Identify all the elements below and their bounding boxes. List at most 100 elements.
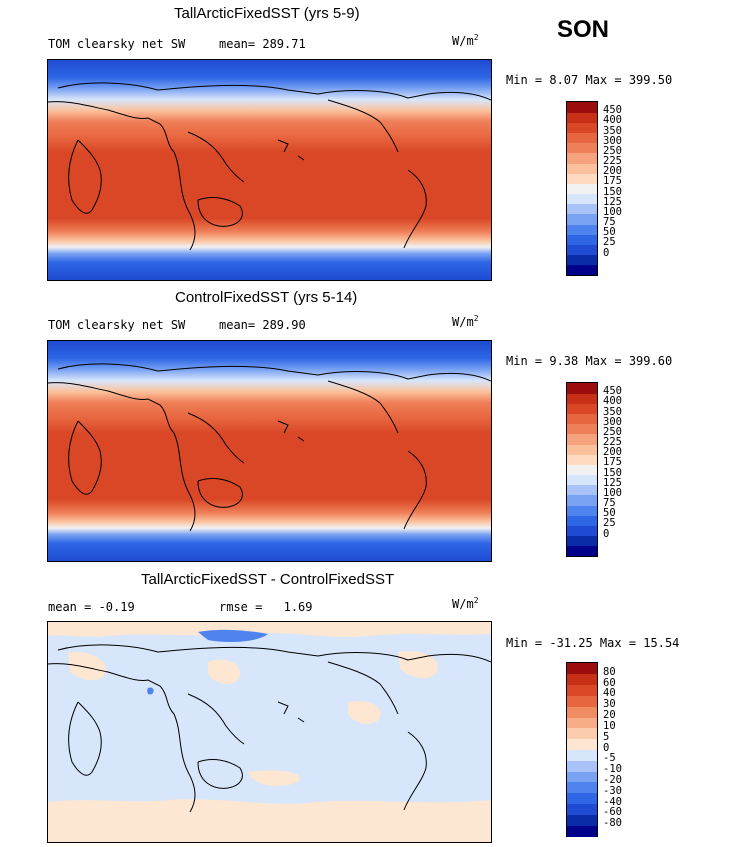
season-label: SON xyxy=(557,16,610,43)
panel-2-stat-value: 289.90 xyxy=(262,318,306,332)
colorbar-tick-label: 200 xyxy=(603,446,622,459)
colorbar-segment xyxy=(567,433,597,445)
colorbar-segment xyxy=(567,413,597,425)
colorbar-tick-label: 50 xyxy=(603,226,616,239)
colorbar-segment xyxy=(567,423,597,435)
colorbar-tick-label: 125 xyxy=(603,195,622,208)
colorbar-segment xyxy=(567,102,597,113)
colorbar-segment xyxy=(567,760,597,772)
colorbar-segment xyxy=(567,484,597,496)
colorbar-tick-label: 450 xyxy=(603,385,622,398)
panel-3-stat: rmse = 1.69 xyxy=(219,600,313,614)
colorbar-tick-label: 450 xyxy=(603,104,622,117)
colorbar-segment xyxy=(567,525,597,537)
colorbar-tick-label: -10 xyxy=(603,763,622,776)
colorbar-tick-label: -80 xyxy=(603,817,622,830)
panel-1-variable-label: TOM clearsky net SW xyxy=(48,37,186,51)
colorbar-segment xyxy=(567,781,597,794)
panel-3-colorbar-ticks: 80 60 40 30 20 10 5 0 -5 -10 -20 -30 -40 -60 -80 xyxy=(603,662,663,835)
panel-2-units: W/m2 xyxy=(452,314,479,329)
colorbar-segment xyxy=(567,695,597,707)
panel-2-coastlines xyxy=(48,363,491,532)
colorbar-segment xyxy=(567,122,597,134)
colorbar-tick-label: 80 xyxy=(603,665,616,678)
panel-3-mean-label: mean = -0.19 xyxy=(48,600,135,614)
colorbar-tick-label: 350 xyxy=(603,124,622,137)
colorbar-segment xyxy=(567,444,597,455)
panel-3-stat-value: 1.69 xyxy=(283,600,313,614)
colorbar-segment xyxy=(567,771,597,783)
colorbar-tick-label: 0 xyxy=(603,527,610,540)
panel-3-coastlines xyxy=(48,644,491,813)
colorbar-segment xyxy=(567,474,597,486)
colorbar-tick-label: 75 xyxy=(603,216,616,229)
colorbar-tick-label: 400 xyxy=(603,395,622,408)
colorbar-segment xyxy=(567,264,597,276)
colorbar-tick-label: -30 xyxy=(603,784,622,797)
colorbar-segment xyxy=(567,738,597,750)
colorbar-tick-label: 125 xyxy=(603,476,622,489)
panel-2-map-plot xyxy=(48,341,491,561)
panel-2-title: ControlFixedSST (yrs 5-14) xyxy=(175,289,358,306)
panel-2-colorbar xyxy=(566,382,598,557)
colorbar-segment xyxy=(567,505,597,516)
colorbar-tick-label: 25 xyxy=(603,236,616,249)
colorbar-segment xyxy=(567,684,597,696)
colorbar-tick-label: 30 xyxy=(603,698,616,711)
panel-1-stat-value: 289.71 xyxy=(262,37,306,51)
panel-3-stat-label: rmse = xyxy=(219,600,263,614)
colorbar-tick-label: 250 xyxy=(603,144,622,157)
colorbar-tick-label: 175 xyxy=(603,175,622,188)
panel-1-colorbar-ticks: 450 400 350 300 250 225 200 175 150 125 100 75 50 25 0 xyxy=(603,101,663,274)
colorbar-segment xyxy=(567,494,597,506)
panel-2-colorbar-ticks: 450 400 350 300 250 225 200 175 150 125 100 75 50 25 0 xyxy=(603,382,663,555)
colorbar-tick-label: 5 xyxy=(603,730,610,743)
panel-3-map xyxy=(47,621,492,843)
panel-2-map xyxy=(47,340,492,562)
panel-1-stat-label: mean= xyxy=(219,37,256,51)
colorbar-tick-label: 225 xyxy=(603,436,622,449)
colorbar-segment xyxy=(567,825,597,837)
colorbar-segment xyxy=(567,112,597,123)
panel-2-stat-label: mean= xyxy=(219,318,256,332)
panel-3-colorbar xyxy=(566,662,598,837)
colorbar-tick-label: 400 xyxy=(603,114,622,127)
colorbar-tick-label: 100 xyxy=(603,486,622,499)
panel-1-colorbar xyxy=(566,101,598,276)
colorbar-segment xyxy=(567,717,597,729)
colorbar-segment xyxy=(567,203,597,215)
colorbar-tick-label: 40 xyxy=(603,687,616,700)
colorbar-tick-label: 100 xyxy=(603,205,622,218)
colorbar-segment xyxy=(567,535,597,547)
colorbar-tick-label: 20 xyxy=(603,709,616,722)
colorbar-segment xyxy=(567,132,597,144)
colorbar-segment xyxy=(567,213,597,225)
colorbar-segment xyxy=(567,545,597,557)
colorbar-tick-label: 60 xyxy=(603,676,616,689)
panel-2-field xyxy=(48,341,491,561)
panel-1-map-plot xyxy=(48,60,491,280)
colorbar-segment xyxy=(567,803,597,815)
panel-1-map xyxy=(47,59,492,281)
colorbar-tick-label: 75 xyxy=(603,497,616,510)
colorbar-segment xyxy=(567,515,597,526)
colorbar-tick-label: 200 xyxy=(603,165,622,178)
panel-3-title: TallArcticFixedSST - ControlFixedSST xyxy=(141,571,395,588)
colorbar-tick-label: 50 xyxy=(603,507,616,520)
colorbar-segment xyxy=(567,142,597,154)
colorbar-segment xyxy=(567,224,597,235)
colorbar-segment xyxy=(567,663,597,675)
colorbar-tick-label: -40 xyxy=(603,795,622,808)
panel-1-field xyxy=(48,60,491,280)
colorbar-segment xyxy=(567,383,597,394)
panel-1-minmax: Min = 8.07 Max = 399.50 xyxy=(506,73,673,87)
panel-3-positive-regions xyxy=(48,622,491,842)
colorbar-tick-label: 150 xyxy=(603,466,622,479)
colorbar-tick-label: 250 xyxy=(603,425,622,438)
colorbar-segment xyxy=(567,673,597,686)
colorbar-tick-label: -60 xyxy=(603,806,622,819)
panel-2-stat: mean= 289.90 xyxy=(219,318,306,332)
colorbar-tick-label: 150 xyxy=(603,185,622,198)
colorbar-segment xyxy=(567,464,597,476)
colorbar-segment xyxy=(567,173,597,184)
